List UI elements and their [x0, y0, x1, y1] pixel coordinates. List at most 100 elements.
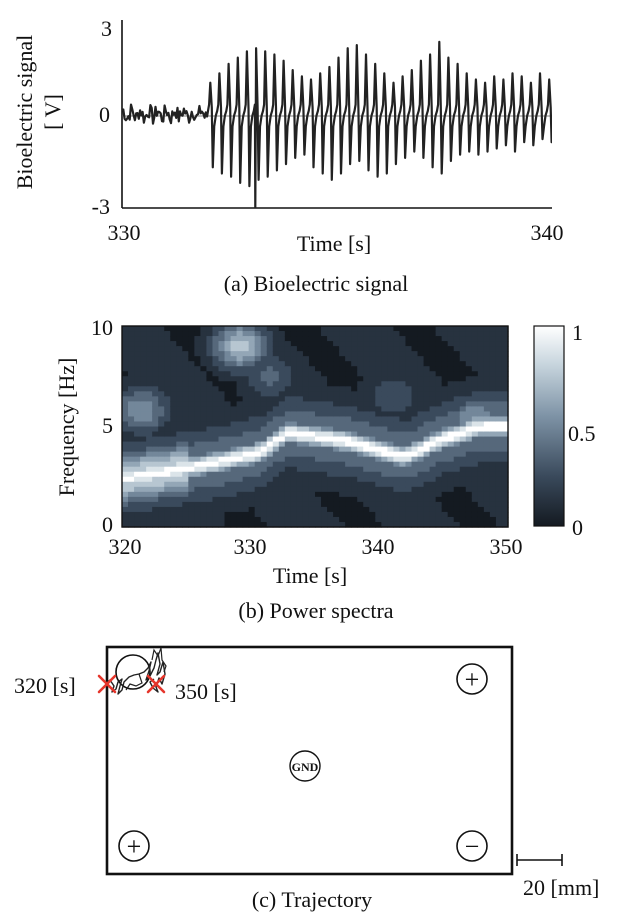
heatmap-cell — [224, 496, 232, 503]
heatmap-cell — [278, 436, 286, 443]
heatmap-cell — [278, 481, 286, 488]
heatmap-cell — [441, 426, 449, 433]
heatmap-cell — [308, 376, 316, 382]
heatmap-cell — [351, 441, 358, 448]
heatmap-cell — [236, 496, 244, 503]
heatmap-cell — [242, 366, 250, 372]
heatmap-cell — [387, 481, 395, 488]
heatmap-cell — [381, 521, 388, 528]
heatmap-cell — [375, 491, 382, 498]
heatmap-cell — [158, 401, 165, 408]
heatmap-cell — [260, 426, 268, 433]
heatmap-cell — [182, 466, 189, 473]
heatmap-cell — [477, 431, 485, 438]
heatmap-cell — [230, 351, 238, 357]
heatmap-cell — [206, 436, 214, 443]
heatmap-cell — [333, 341, 340, 347]
heatmap-cell — [146, 366, 153, 372]
heatmap-cell — [339, 326, 346, 332]
heatmap-cell — [489, 356, 497, 362]
heatmap-cell — [122, 471, 129, 478]
heatmap-cell — [200, 341, 208, 347]
heatmap-cell — [327, 466, 334, 473]
heatmap-cell — [441, 451, 449, 458]
heatmap-cell — [327, 501, 334, 508]
heatmap-cell — [140, 326, 147, 332]
heatmap-cell — [501, 496, 509, 503]
heatmap-cell — [278, 456, 286, 463]
heatmap-cell — [308, 486, 316, 493]
heatmap-cell — [459, 391, 467, 397]
heatmap-cell — [278, 471, 286, 478]
heatmap-cell — [290, 471, 298, 478]
heatmap-cell — [272, 446, 280, 453]
heatmap-cell — [122, 521, 129, 528]
heatmap-cell — [236, 466, 244, 473]
heatmap-cell — [254, 471, 262, 478]
heatmap-cell — [260, 446, 268, 453]
heatmap-cell — [477, 516, 485, 523]
heatmap-cell — [459, 361, 467, 367]
heatmap-cell — [489, 391, 497, 397]
heatmap-cell — [218, 491, 226, 498]
heatmap-cell — [242, 471, 250, 478]
heatmap-cell — [254, 381, 262, 387]
heatmap-cell — [218, 391, 226, 397]
heatmap-cell — [296, 466, 304, 473]
heatmap-cell — [122, 406, 129, 413]
heatmap-cell — [272, 381, 280, 387]
heatmap-cell — [315, 461, 322, 468]
heatmap-cell — [357, 471, 364, 478]
heatmap-cell — [200, 386, 208, 392]
heatmap-cell — [158, 436, 165, 443]
heatmap-cell — [200, 446, 208, 453]
heatmap-cell — [489, 366, 497, 372]
heatmap-cell — [170, 456, 177, 463]
heatmap-cell — [146, 401, 153, 408]
heatmap-cell — [333, 491, 340, 498]
heatmap-cell — [387, 431, 395, 438]
heatmap-cell — [308, 471, 316, 478]
heatmap-cell — [260, 521, 268, 528]
heatmap-cell — [260, 491, 268, 498]
heatmap-cell — [200, 381, 208, 387]
heatmap-cell — [254, 486, 262, 493]
heatmap-cell — [218, 326, 226, 332]
heatmap-cell — [302, 376, 310, 382]
heatmap-cell — [188, 456, 195, 463]
heatmap-cell — [321, 421, 328, 428]
heatmap-cell — [188, 516, 195, 523]
heatmap-cell — [224, 431, 232, 438]
heatmap-cell — [296, 496, 304, 503]
bioelectric-signal-line — [122, 40, 552, 208]
heatmap-cell — [501, 506, 509, 513]
heatmap-cell — [399, 406, 407, 413]
heatmap-cell — [290, 521, 298, 528]
heatmap-cell — [387, 366, 395, 372]
heatmap-cell — [501, 326, 509, 332]
heatmap-cell — [471, 336, 479, 342]
heatmap-cell — [260, 371, 268, 377]
heatmap-cell — [308, 511, 316, 518]
heatmap-cell — [465, 401, 473, 408]
heatmap-cell — [339, 381, 346, 387]
heatmap-cell — [278, 401, 286, 408]
heatmap-cell — [212, 406, 220, 413]
heatmap-cell — [248, 351, 256, 357]
heatmap-cell — [435, 341, 443, 347]
heatmap-cell — [140, 441, 147, 448]
heatmap-cell — [411, 381, 419, 387]
heatmap-cell — [327, 406, 334, 413]
heatmap-cell — [387, 476, 395, 483]
heatmap-cell — [453, 441, 461, 448]
heatmap-cell — [194, 421, 202, 428]
heatmap-cell — [411, 376, 419, 382]
heatmap-cell — [375, 426, 382, 433]
heatmap-cell — [429, 516, 437, 523]
heatmap-cell — [290, 466, 298, 473]
heatmap-cell — [134, 341, 141, 347]
heatmap-cell — [477, 481, 485, 488]
heatmap-cell — [453, 326, 461, 332]
heatmap-cell — [489, 486, 497, 493]
heatmap-cell — [459, 346, 467, 352]
